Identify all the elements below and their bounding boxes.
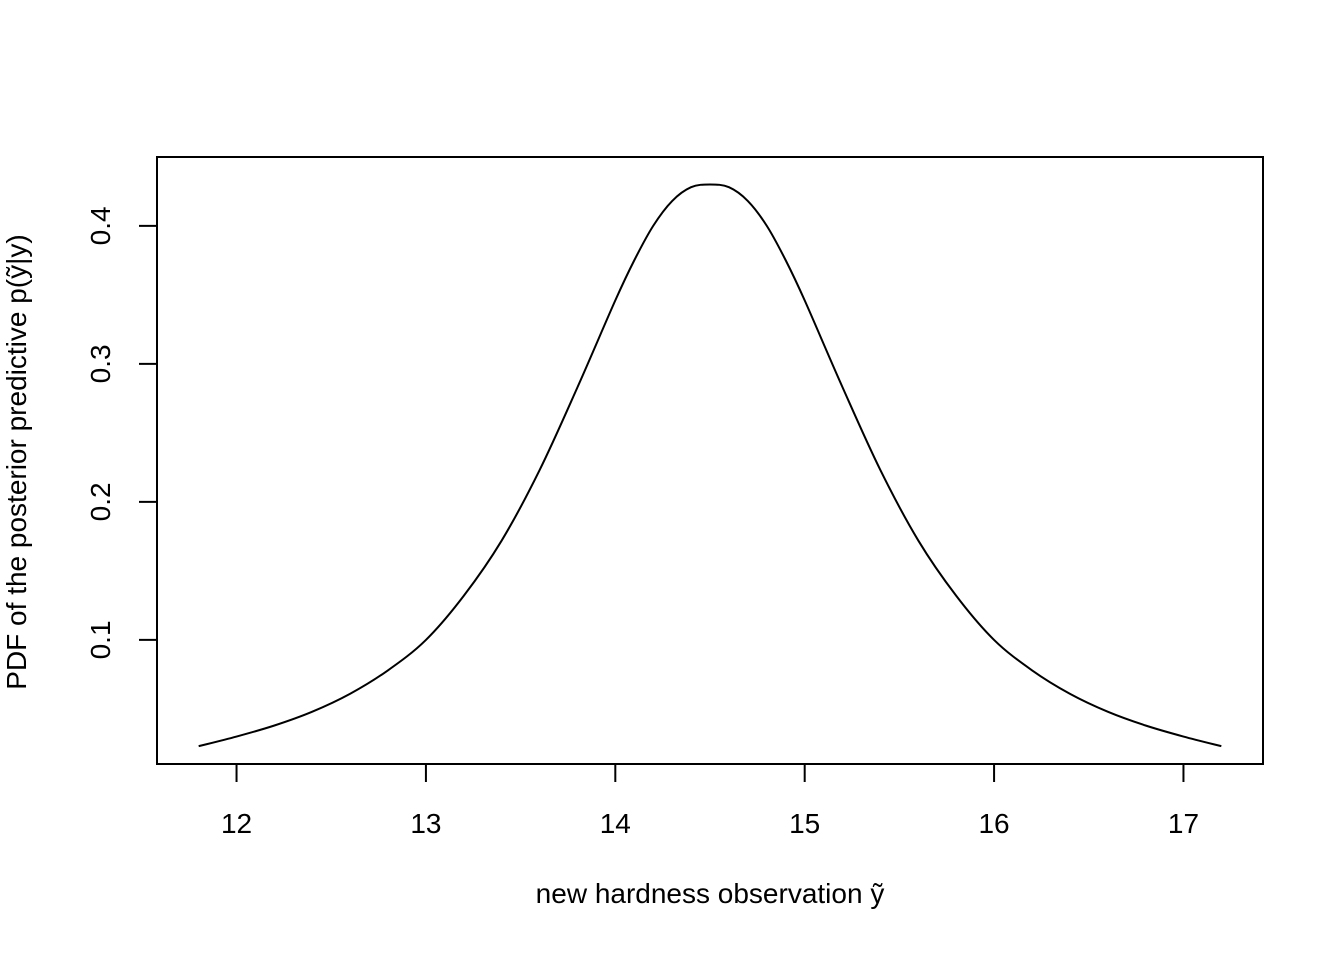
- y-axis-label: PDF of the posterior predictive p(ỹ|y): [1, 234, 32, 689]
- x-tick-label: 12: [221, 808, 252, 839]
- x-axis-label: new hardness observation ỹ: [536, 878, 885, 909]
- y-tick-label: 0.3: [85, 344, 116, 383]
- x-tick-label: 13: [410, 808, 441, 839]
- y-tick-label: 0.1: [85, 620, 116, 659]
- y-tick-label: 0.4: [85, 206, 116, 245]
- x-tick-label: 17: [1168, 808, 1199, 839]
- x-tick-label: 15: [789, 808, 820, 839]
- plot-frame: [156, 156, 1264, 765]
- x-axis: 12 13 14 15 16 17: [221, 764, 1199, 839]
- y-tick-label: 0.2: [85, 482, 116, 521]
- x-tick-label: 14: [600, 808, 631, 839]
- density-curve: [198, 183, 1222, 748]
- x-tick-label: 16: [978, 808, 1009, 839]
- y-axis: 0.1 0.2 0.3 0.4: [85, 206, 157, 659]
